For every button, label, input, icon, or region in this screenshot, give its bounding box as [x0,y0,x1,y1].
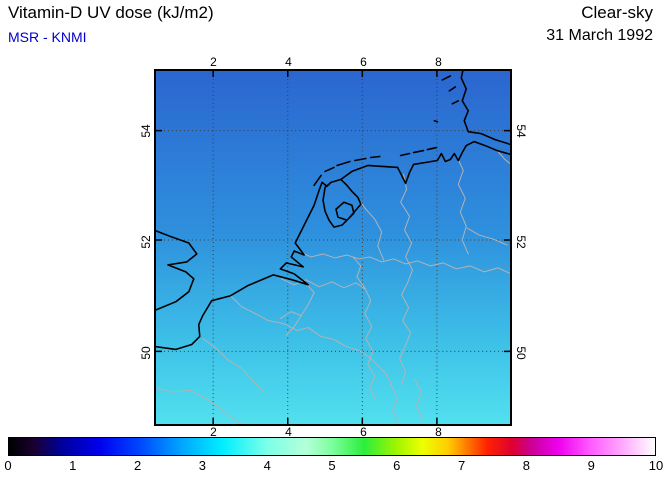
lon-tick-label-top: 6 [360,55,367,69]
colorbar-tick-label: 6 [393,458,401,473]
lat-tick-label-left: 52 [139,235,153,249]
condition-label: Clear-sky [581,3,653,22]
lon-tick-label-bottom: 8 [435,425,442,439]
river-border-lines [156,150,510,424]
lat-tick-label-right: 50 [514,346,528,360]
colorbar-tick-label: 8 [522,458,531,473]
lon-tick-label-top: 2 [210,55,217,69]
colorbar-tick-label: 10 [648,458,664,473]
lon-tick-label-bottom: 2 [210,425,217,439]
colorbar-tick-label: 5 [328,458,336,473]
source-label: MSR - KNMI [8,29,87,45]
colorbar-tick-label: 7 [457,458,466,473]
coastline-lines [156,71,510,351]
lat-tick-label-right: 54 [514,124,528,138]
colorbar [8,437,656,456]
colorbar-tick-label: 4 [263,458,271,473]
graticule-lines [156,71,510,424]
lon-tick-label-bottom: 4 [285,425,292,439]
map-svg [156,71,510,424]
axis-tick-marks [156,71,510,424]
lon-tick-label-top: 8 [435,55,442,69]
colorbar-tick-label: 1 [69,458,77,473]
map-frame [154,69,512,426]
colorbar-tick-label: 2 [133,458,142,473]
lat-tick-label-left: 54 [139,124,153,138]
colorbar-tick-label: 9 [587,458,595,473]
colorbar-tick-label: 0 [4,458,12,473]
lon-tick-label-bottom: 6 [360,425,367,439]
lat-tick-label-left: 50 [139,346,153,360]
colorbar-tick-label: 3 [198,458,207,473]
lat-tick-label-right: 52 [514,235,528,249]
lon-tick-label-top: 4 [285,55,292,69]
page-title: Vitamin-D UV dose (kJ/m2) [8,3,214,22]
date-label: 31 March 1992 [546,27,653,44]
